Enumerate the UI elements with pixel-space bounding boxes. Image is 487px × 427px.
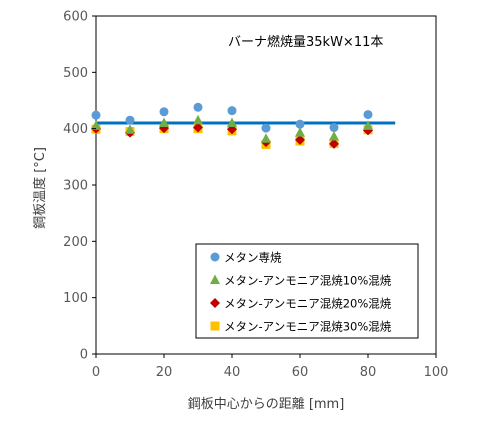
data-point [227, 106, 237, 116]
x-tick-label: 80 [360, 365, 377, 380]
y-tick-label: 0 [80, 348, 88, 363]
y-tick-label: 600 [63, 10, 88, 25]
data-point [261, 123, 271, 133]
y-tick-label: 200 [63, 235, 88, 250]
data-point [193, 114, 203, 125]
annotation-text: バーナ燃焼量35kW×11本 [228, 34, 383, 50]
y-tick-label: 500 [63, 66, 88, 81]
legend-marker [210, 274, 220, 284]
x-tick-label: 20 [156, 365, 173, 380]
data-point [329, 138, 339, 149]
data-point [193, 122, 203, 133]
y-tick-label: 400 [63, 122, 88, 137]
legend-label: メタン-アンモニア混焼20%混焼 [224, 297, 392, 311]
data-point [363, 125, 373, 136]
data-point [125, 124, 135, 134]
x-tick-label: 40 [224, 365, 241, 380]
legend: メタン専焼メタン-アンモニア混焼10%混焼メタン-アンモニア混焼20%混焼メタン… [195, 243, 419, 339]
y-axis-title: 鋼板温度 [°C] [32, 147, 48, 229]
data-point [91, 110, 101, 120]
data-point [329, 131, 339, 141]
legend-marker [210, 298, 220, 308]
legend-label: メタン専焼 [224, 251, 282, 265]
data-point [363, 120, 373, 130]
data-point [159, 107, 169, 117]
x-tick-label: 60 [292, 365, 309, 380]
legend-label: メタン-アンモニア混焼10%混焼 [224, 274, 392, 288]
x-tick-label: 100 [424, 365, 449, 380]
data-point [261, 133, 271, 143]
data-point [193, 102, 203, 112]
data-point [329, 123, 339, 133]
x-axis-ticks: 0 20 40 60 80 100 [92, 354, 449, 380]
data-point [295, 127, 305, 137]
y-tick-label: 100 [63, 291, 88, 306]
data-point [363, 110, 373, 120]
data-point [295, 119, 305, 129]
data-point [227, 117, 237, 128]
data-point [295, 134, 305, 145]
data-point [125, 115, 135, 125]
data-point [159, 117, 169, 128]
y-tick-label: 300 [63, 179, 88, 194]
data-point [91, 120, 101, 130]
x-axis-title: 鋼板中心からの距離 [mm] [188, 397, 345, 412]
y-axis-ticks: 0 100 200 300 400 500 600 [63, 10, 96, 363]
data-points [91, 102, 373, 149]
legend-label: メタン-アンモニア混焼30%混焼 [224, 320, 392, 334]
legend-box [195, 243, 419, 339]
legend-marker [210, 252, 220, 262]
legend-marker [210, 321, 220, 331]
x-tick-label: 0 [92, 365, 100, 380]
